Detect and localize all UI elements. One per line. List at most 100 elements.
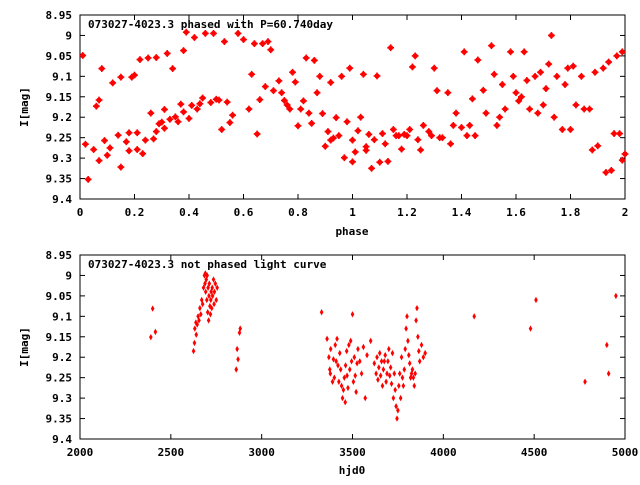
unphased-data-point [398,394,403,402]
phased-data-point [316,72,324,80]
unphased-data-point [337,378,341,385]
phased-data-point [280,97,288,104]
phased-data-point [139,150,147,158]
phased-data-point [300,97,307,105]
unphased-data-point [391,394,396,402]
unphased-data-point [202,272,207,279]
phased-data-point [248,70,256,78]
unphased-x-tick-label: 4000 [430,446,457,459]
phased-data-point [240,36,247,43]
phased-data-point [289,68,296,76]
phased-data-point [567,126,574,133]
phased-data-point [469,95,476,103]
unphased-data-point [412,382,417,390]
phased-data-point [174,118,182,126]
unphased-data-point [334,358,338,365]
unphased-data-point [414,317,418,324]
phased-y-tick-label: 9.15 [46,91,73,104]
unphased-data-point [396,407,400,414]
unphased-data-point [237,329,242,336]
unphased-data-point [340,394,345,402]
phased-data-point [245,105,253,113]
unphased-data-point [201,284,206,291]
phased-data-point [586,105,593,113]
phased-data-point [221,38,228,45]
phased-data-point [218,126,226,133]
phased-data-point [215,96,223,104]
unphased-plot-frame [79,254,626,440]
phased-data-point [403,132,411,140]
phased-x-tick-label: 0.2 [125,206,145,219]
phased-data-point [373,72,381,80]
phased-x-ticks: 0 0.2 0.4 0.6 0.8 1 1.2 1.4 1.6 1.8 2 [77,15,628,219]
unphased-data-point [210,284,215,291]
phased-data-point [82,140,89,148]
phased-data-point [449,122,457,129]
unphased-x-ticks: 2000 2500 3000 3500 4000 4500 5000 [67,255,638,459]
phased-y-tick-label: 9.25 [46,132,73,145]
phased-data-point [537,68,544,76]
phased-y-axis-label: I[mag] [18,87,31,127]
unphased-data-point [194,331,199,338]
unphased-data-point [197,317,201,324]
unphased-data-point [389,380,394,387]
phased-data-point [330,134,337,142]
unphased-x-tick-label: 2500 [158,446,185,459]
phased-data-point [253,130,261,138]
unphased-x-tick-label: 2000 [67,446,94,459]
phased-data-point [561,81,569,88]
phased-data-point [346,64,354,72]
unphased-data-point [207,292,211,300]
unphased-y-tick-label: 9.35 [46,413,73,426]
phased-data-point [553,72,561,80]
unphased-data-point [195,321,199,328]
phased-x-tick-label: 1.6 [506,206,526,219]
phased-data-point [349,158,356,166]
unphased-data-point [363,394,368,402]
phased-data-point [439,134,446,142]
unphased-data-point [347,341,351,349]
phased-data-point [109,79,117,87]
phased-data-point [226,119,234,126]
phased-data-point [379,130,386,137]
phased-data-point [501,105,509,113]
phased-x-tick-label: 0.4 [179,206,199,219]
phased-data-point [152,128,160,135]
unphased-light-curve-panel: 073027-4023.3 not phased light curve hjd… [18,249,638,477]
phased-data-point [264,38,272,45]
unphased-data-point [415,304,419,312]
unphased-data-point [153,328,158,336]
phased-data-point [387,44,395,52]
phased-data-point [466,122,474,129]
unphased-data-point [335,335,339,343]
phased-data-point [161,106,168,113]
phased-data-point [256,96,264,104]
unphased-data-point [345,372,349,379]
phased-data-point [384,157,392,165]
phased-data-point [433,87,441,95]
phased-data-point [621,150,629,158]
unphased-data-point [208,311,213,318]
phased-data-point [493,122,501,129]
unphased-data-point [417,358,422,365]
unphased-data-point [361,343,366,351]
phased-data-point [185,115,193,122]
phased-data-point [409,63,416,71]
unphased-data-point [205,272,209,279]
phased-data-point [188,101,196,109]
unphased-data-point [342,374,347,381]
phased-data-point [199,94,207,102]
phased-data-point [327,79,335,86]
phased-data-point [588,146,596,154]
unphased-data-point [336,362,340,369]
phased-data-point [158,118,166,126]
phased-data-point [340,154,348,162]
unphased-data-point [397,382,401,390]
unphased-data-point [411,374,416,381]
unphased-data-point [534,296,538,304]
unphased-data-point [368,337,373,345]
unphased-data-point [343,362,348,369]
phased-data-point [395,132,403,140]
